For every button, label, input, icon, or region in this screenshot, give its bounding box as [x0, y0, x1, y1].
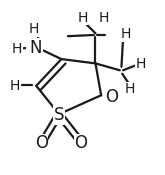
Text: H: H	[124, 82, 135, 96]
Text: H: H	[10, 79, 20, 93]
Text: H: H	[29, 22, 39, 36]
Text: O: O	[35, 134, 48, 152]
Text: H: H	[12, 42, 22, 56]
Text: N: N	[29, 39, 42, 57]
Text: H: H	[77, 11, 88, 25]
Text: H: H	[136, 57, 146, 71]
Text: H: H	[98, 11, 109, 25]
Text: S: S	[54, 106, 64, 124]
Text: H: H	[120, 27, 131, 41]
Text: O: O	[105, 88, 118, 106]
Text: N: N	[27, 40, 39, 58]
Text: O: O	[74, 134, 87, 152]
